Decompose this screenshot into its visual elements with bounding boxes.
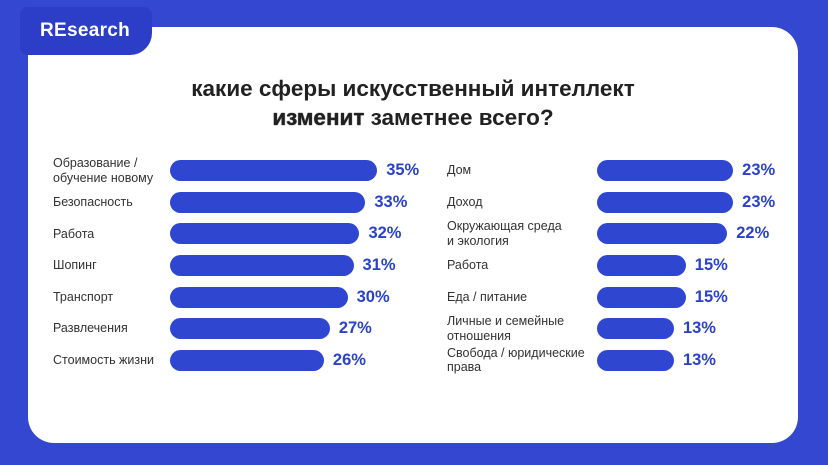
chart-title: какие сферы искусственный интеллект измен…: [28, 75, 798, 133]
chart-row: Образование / обучение новому 35%: [53, 155, 445, 187]
bar: [597, 191, 734, 213]
bar: [597, 223, 728, 245]
chart-row: Работа 15%: [447, 250, 795, 282]
chart-row: Транспорт 30%: [53, 281, 445, 313]
bar: [170, 318, 330, 340]
title-line2-bold: изменит: [272, 104, 365, 130]
logo-badge: REsearch: [20, 7, 152, 55]
value-label: 27%: [338, 319, 372, 338]
value-label: 35%: [386, 161, 420, 180]
chart-row: Развлечения 27%: [53, 313, 445, 345]
bar: [597, 286, 686, 308]
value-label: 15%: [694, 287, 728, 306]
chart-row: Стоимость жизни 26%: [53, 345, 445, 377]
chart-row: Личные и семейные отношения 13%: [447, 313, 795, 345]
bar: [170, 349, 324, 371]
bar: [170, 255, 354, 277]
value-label: 30%: [356, 287, 390, 306]
category-label: Работа: [53, 226, 95, 241]
value-label: 26%: [332, 350, 366, 369]
value-label: 31%: [362, 256, 396, 275]
value-label: 23%: [742, 192, 776, 211]
value-label: 33%: [374, 192, 408, 211]
category-label: Стоимость жизни: [53, 352, 155, 367]
bar: [170, 160, 378, 182]
chart-row: Дом 23%: [447, 155, 795, 187]
chart-row: Безопасность 33%: [53, 187, 445, 219]
title-line1: какие сферы искусственный интеллект: [191, 76, 635, 101]
category-label: Транспорт: [53, 289, 114, 304]
category-label: Развлечения: [53, 321, 128, 336]
chart-row: Шопинг 31%: [53, 250, 445, 282]
category-label: Работа: [447, 258, 489, 273]
category-label: Еда / питание: [447, 289, 528, 304]
value-label: 22%: [736, 224, 770, 243]
value-label: 13%: [682, 350, 716, 369]
value-label: 15%: [694, 256, 728, 275]
category-label: Личные и семейные отношения: [447, 314, 565, 343]
chart-column-left: Образование / обучение новому 35% Безопасн…: [53, 155, 445, 376]
bar: [597, 255, 686, 277]
bar: [170, 223, 360, 245]
bar: [597, 160, 734, 182]
category-label: Дом: [447, 163, 472, 178]
value-label: 23%: [742, 161, 776, 180]
bar: [170, 286, 348, 308]
chart-row: Окружающая среда и экология 22%: [447, 218, 795, 250]
bar: [170, 191, 366, 213]
content-card: какие сферы искусственный интеллект измен…: [28, 27, 798, 443]
bar: [597, 318, 674, 340]
title-line2-rest: заметнее всего?: [364, 104, 554, 130]
chart-row: Работа 32%: [53, 218, 445, 250]
category-label: Безопасность: [53, 195, 133, 210]
value-label: 13%: [682, 319, 716, 338]
category-label: Шопинг: [53, 258, 97, 273]
logo-text: REsearch: [40, 20, 131, 41]
value-label: 32%: [368, 224, 402, 243]
chart-row: Еда / питание 15%: [447, 281, 795, 313]
category-label: Окружающая среда и экология: [447, 219, 562, 248]
bar: [597, 349, 674, 371]
category-label: Доход: [447, 195, 483, 210]
chart-row: Доход 23%: [447, 187, 795, 219]
category-label: Свобода / юридические права: [447, 345, 585, 375]
chart-row: Свобода / юридические права 13%: [447, 345, 795, 377]
chart-column-right: Дом 23% Доход 23% Окружающая среда и экологи…: [447, 155, 795, 376]
category-label: Образование / обучение новому: [53, 156, 154, 185]
